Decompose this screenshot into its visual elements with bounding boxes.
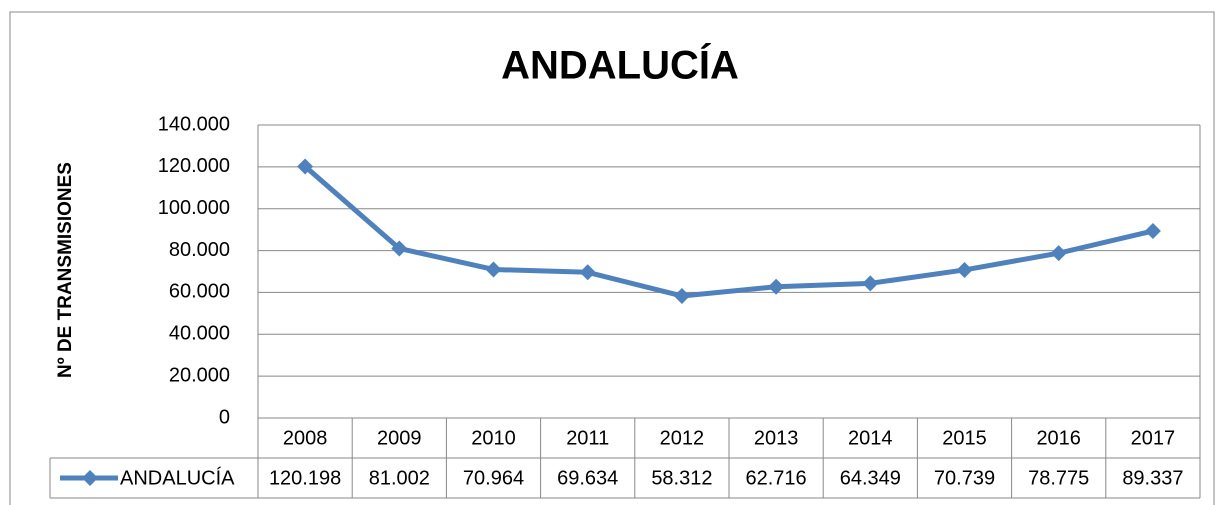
table-value: 70.739 <box>934 467 995 489</box>
x-tick-label: 2015 <box>942 427 987 449</box>
chart-border <box>9 11 1215 505</box>
table-value: 81.002 <box>369 467 430 489</box>
point-marker <box>391 240 408 257</box>
x-tick-label: 2009 <box>377 427 422 449</box>
point-marker <box>673 287 690 304</box>
series-line <box>303 164 1154 299</box>
y-tick-label: 100.000 <box>158 197 230 219</box>
legend-label: ANDALUCÍA <box>120 466 235 489</box>
y-tick-label: 60.000 <box>169 281 230 303</box>
x-tick-label: 2013 <box>754 427 799 449</box>
y-tick-label: 40.000 <box>169 323 230 345</box>
table-value: 120.198 <box>269 467 341 489</box>
x-tick-label: 2012 <box>660 427 705 449</box>
table-value: 69.634 <box>557 467 618 489</box>
table-value: 78.775 <box>1028 467 1089 489</box>
table-value: 64.349 <box>840 467 901 489</box>
table-value: 62.716 <box>746 467 807 489</box>
table-value: 89.337 <box>1122 467 1183 489</box>
point-marker <box>768 278 785 295</box>
point-marker <box>297 158 314 175</box>
point-marker <box>1050 245 1067 262</box>
y-axis-label: Nº DE TRANSMISIONES <box>55 162 76 378</box>
point-marker <box>862 275 879 292</box>
point-marker <box>1144 223 1161 240</box>
chart-title: ANDALUCÍA <box>501 43 739 88</box>
y-tick-label: 20.000 <box>169 364 230 386</box>
point-marker <box>579 264 596 281</box>
x-tick-label: 2014 <box>848 427 893 449</box>
x-tick-label: 2010 <box>471 427 516 449</box>
x-tick-label: 2008 <box>283 427 328 449</box>
y-tick-label: 0 <box>219 406 230 428</box>
y-tick-label: 120.000 <box>158 155 230 177</box>
table-value: 58.312 <box>651 467 712 489</box>
x-tick-label: 2016 <box>1036 427 1081 449</box>
table-value: 70.964 <box>463 467 524 489</box>
y-tick-label: 140.000 <box>158 113 230 135</box>
point-marker <box>485 261 502 278</box>
legend-marker <box>82 470 98 486</box>
x-tick-label: 2011 <box>566 427 609 449</box>
x-tick-label: 2017 <box>1131 427 1176 449</box>
point-marker <box>956 261 973 278</box>
y-tick-label: 80.000 <box>169 239 230 261</box>
